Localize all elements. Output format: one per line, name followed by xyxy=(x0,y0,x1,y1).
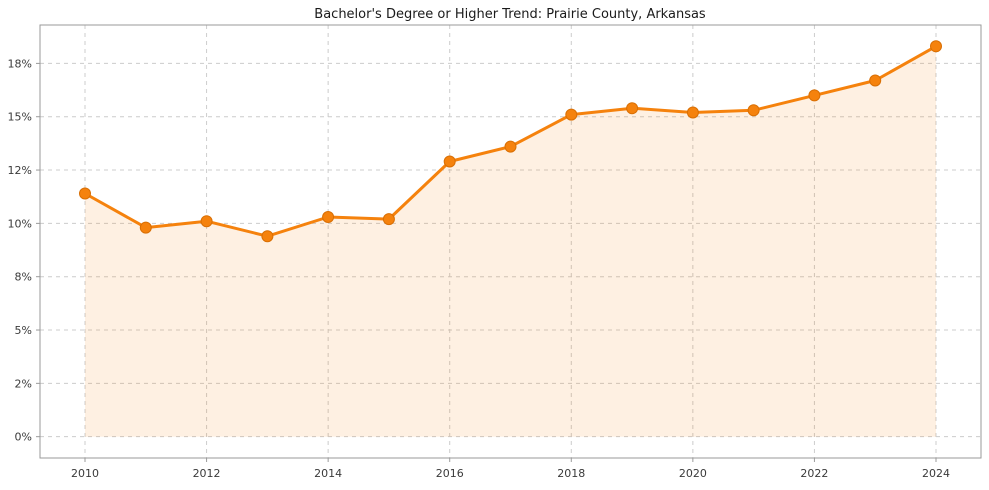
y-tick-label: 12% xyxy=(8,164,32,177)
data-point xyxy=(443,155,456,168)
y-tick-label: 2% xyxy=(15,377,32,390)
data-point xyxy=(79,187,91,200)
x-tick-label: 2022 xyxy=(800,467,828,480)
gridlines xyxy=(40,25,981,458)
data-point xyxy=(382,213,395,226)
data-point xyxy=(322,211,335,223)
x-tick-label: 2012 xyxy=(193,467,221,480)
y-tick-label: 0% xyxy=(15,431,32,444)
chart-title: Bachelor's Degree or Higher Trend: Prair… xyxy=(314,7,706,22)
x-tick-label: 2014 xyxy=(314,467,342,480)
area-fill xyxy=(85,46,936,437)
data-point xyxy=(808,89,821,102)
y-tick-label: 5% xyxy=(15,324,32,337)
data-point xyxy=(869,74,882,87)
tick-labels-layer: 0% 2% 5% 8% 10% 12% 15% 18% 2010 2012 2014 2016 2018… xyxy=(8,57,950,480)
y-tick-label: 18% xyxy=(8,57,32,70)
data-point xyxy=(626,102,639,115)
data-point xyxy=(504,140,517,153)
x-tick-label: 2018 xyxy=(557,467,585,480)
data-point xyxy=(200,215,213,228)
data-point xyxy=(686,106,699,119)
y-tick-label: 15% xyxy=(8,111,32,124)
area-fill-layer xyxy=(85,46,936,437)
data-points-layer xyxy=(79,40,942,243)
data-point xyxy=(565,108,578,121)
data-point xyxy=(139,221,152,234)
x-tick-label: 2024 xyxy=(922,467,950,480)
x-tick-label: 2010 xyxy=(71,467,99,480)
plot-border xyxy=(39,24,982,459)
x-tick-label: 2016 xyxy=(436,467,464,480)
plot-frame-layer xyxy=(39,24,982,459)
x-tick-label: 2020 xyxy=(679,467,707,480)
data-point xyxy=(930,40,942,53)
y-tick-label: 8% xyxy=(15,271,32,284)
data-point xyxy=(261,230,274,243)
data-point xyxy=(747,104,760,117)
y-tick-label: 10% xyxy=(8,217,32,230)
